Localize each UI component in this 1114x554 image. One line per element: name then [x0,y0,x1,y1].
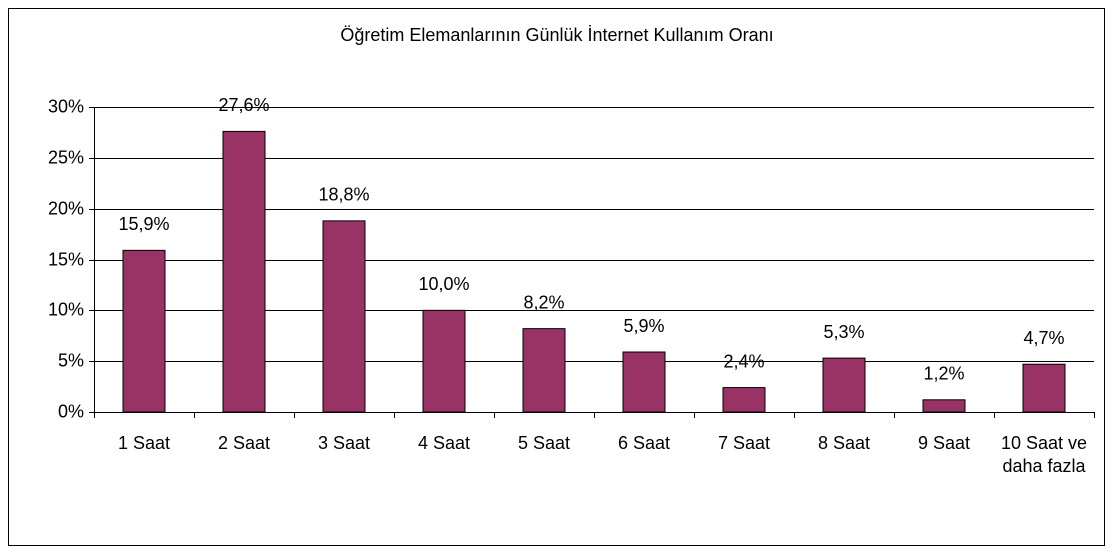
y-tick-label: 5% [58,350,84,370]
bar [422,309,466,413]
y-tick-label: 25% [48,147,84,167]
x-tick-label: 4 Saat [417,433,471,453]
chart-border [8,8,1105,546]
bar [222,130,266,413]
x-tick-label: 3 Saat [317,433,371,453]
bar [522,328,566,413]
data-label: 15,9% [118,214,169,234]
bar [822,357,866,413]
x-tick-label: 5 Saat [517,433,571,453]
y-tick-label: 20% [48,198,84,218]
bar [122,249,166,413]
x-tick-label: 6 Saat [617,433,671,453]
y-tick-label: 0% [58,401,84,421]
x-tick-label: 2 Saat [217,433,271,453]
data-label: 27,6% [218,95,269,115]
x-tick-label: 1 Saat [117,433,171,453]
data-label: 5,9% [623,316,664,336]
x-tick-label: 8 Saat [817,433,871,453]
data-label: 10,0% [418,274,469,294]
bar [922,399,966,413]
y-tick-label: 15% [48,249,84,269]
y-tick-label: 30% [48,96,84,116]
bar [322,220,366,413]
x-tick-label: 7 Saat [717,433,771,453]
bar [622,351,666,413]
bar [722,387,766,413]
data-label: 2,4% [723,351,764,371]
data-label: 1,2% [923,364,964,384]
y-tick-label: 10% [48,299,84,319]
data-label: 5,3% [823,322,864,342]
chart-title: Öğretim Elemanlarının Günlük İnternet Ku… [340,25,773,45]
data-label: 18,8% [318,185,369,205]
x-tick-label: 10 Saat ve daha fazla [1000,433,1088,476]
data-label: 4,7% [1023,328,1064,348]
data-label: 8,2% [523,292,564,312]
x-tick-label: 9 Saat [917,433,971,453]
bar [1022,363,1066,413]
